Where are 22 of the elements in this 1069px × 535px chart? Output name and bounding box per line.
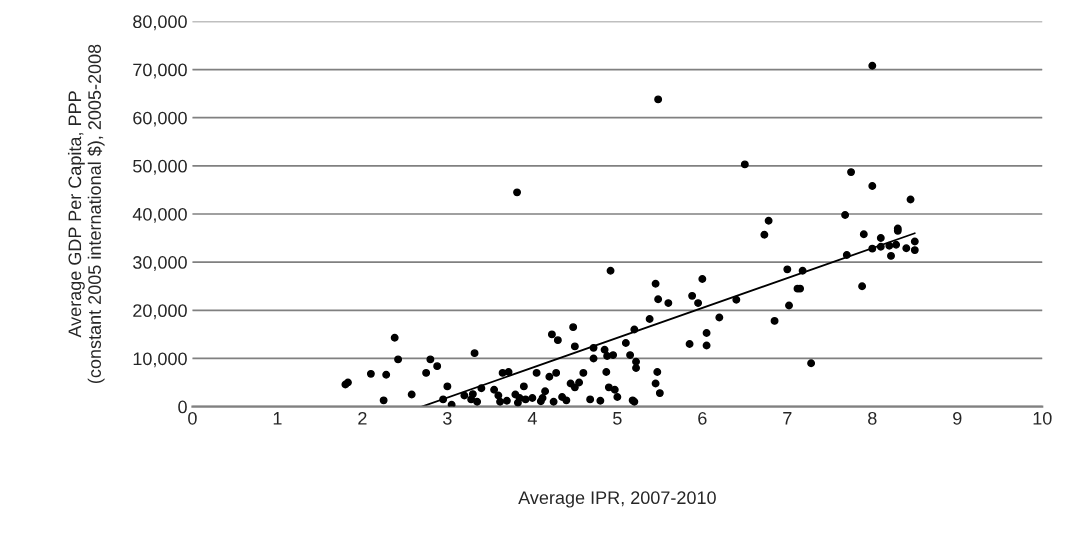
y-tick-label: 0 xyxy=(178,400,187,414)
y-tick-label: 60,000 xyxy=(133,111,187,127)
x-tick-label: 7 xyxy=(783,412,792,425)
y-tick-label: 80,000 xyxy=(133,15,187,31)
x-tick-label: 6 xyxy=(698,411,707,425)
y-tick-label: 30,000 xyxy=(133,256,187,271)
x-tick-label: 0 xyxy=(188,411,197,425)
x-tick-label: 9 xyxy=(953,411,962,425)
y-tick-label: 40,000 xyxy=(132,207,187,223)
x-tick-label: 8 xyxy=(868,411,877,425)
y-tick-label: 20,000 xyxy=(133,304,187,320)
x-axis-title: Average IPR, 2007-2010 xyxy=(518,491,716,508)
y-tick-label: 10,000 xyxy=(133,352,187,368)
x-tick-label: 10 xyxy=(1033,411,1052,425)
x-tick-label: 3 xyxy=(443,411,452,425)
x-tick-label: 1 xyxy=(273,412,282,425)
x-tick-label: 4 xyxy=(527,412,537,425)
y-axis-title: Average GDP Per Capita, PPP (constant 2005 international $), 2005-2008 xyxy=(67,44,105,384)
y-tick-label: 70,000 xyxy=(133,63,187,79)
y-tick-label: 50,000 xyxy=(133,159,187,175)
x-tick-label: 2 xyxy=(358,411,367,425)
x-tick-label: 5 xyxy=(613,412,622,425)
